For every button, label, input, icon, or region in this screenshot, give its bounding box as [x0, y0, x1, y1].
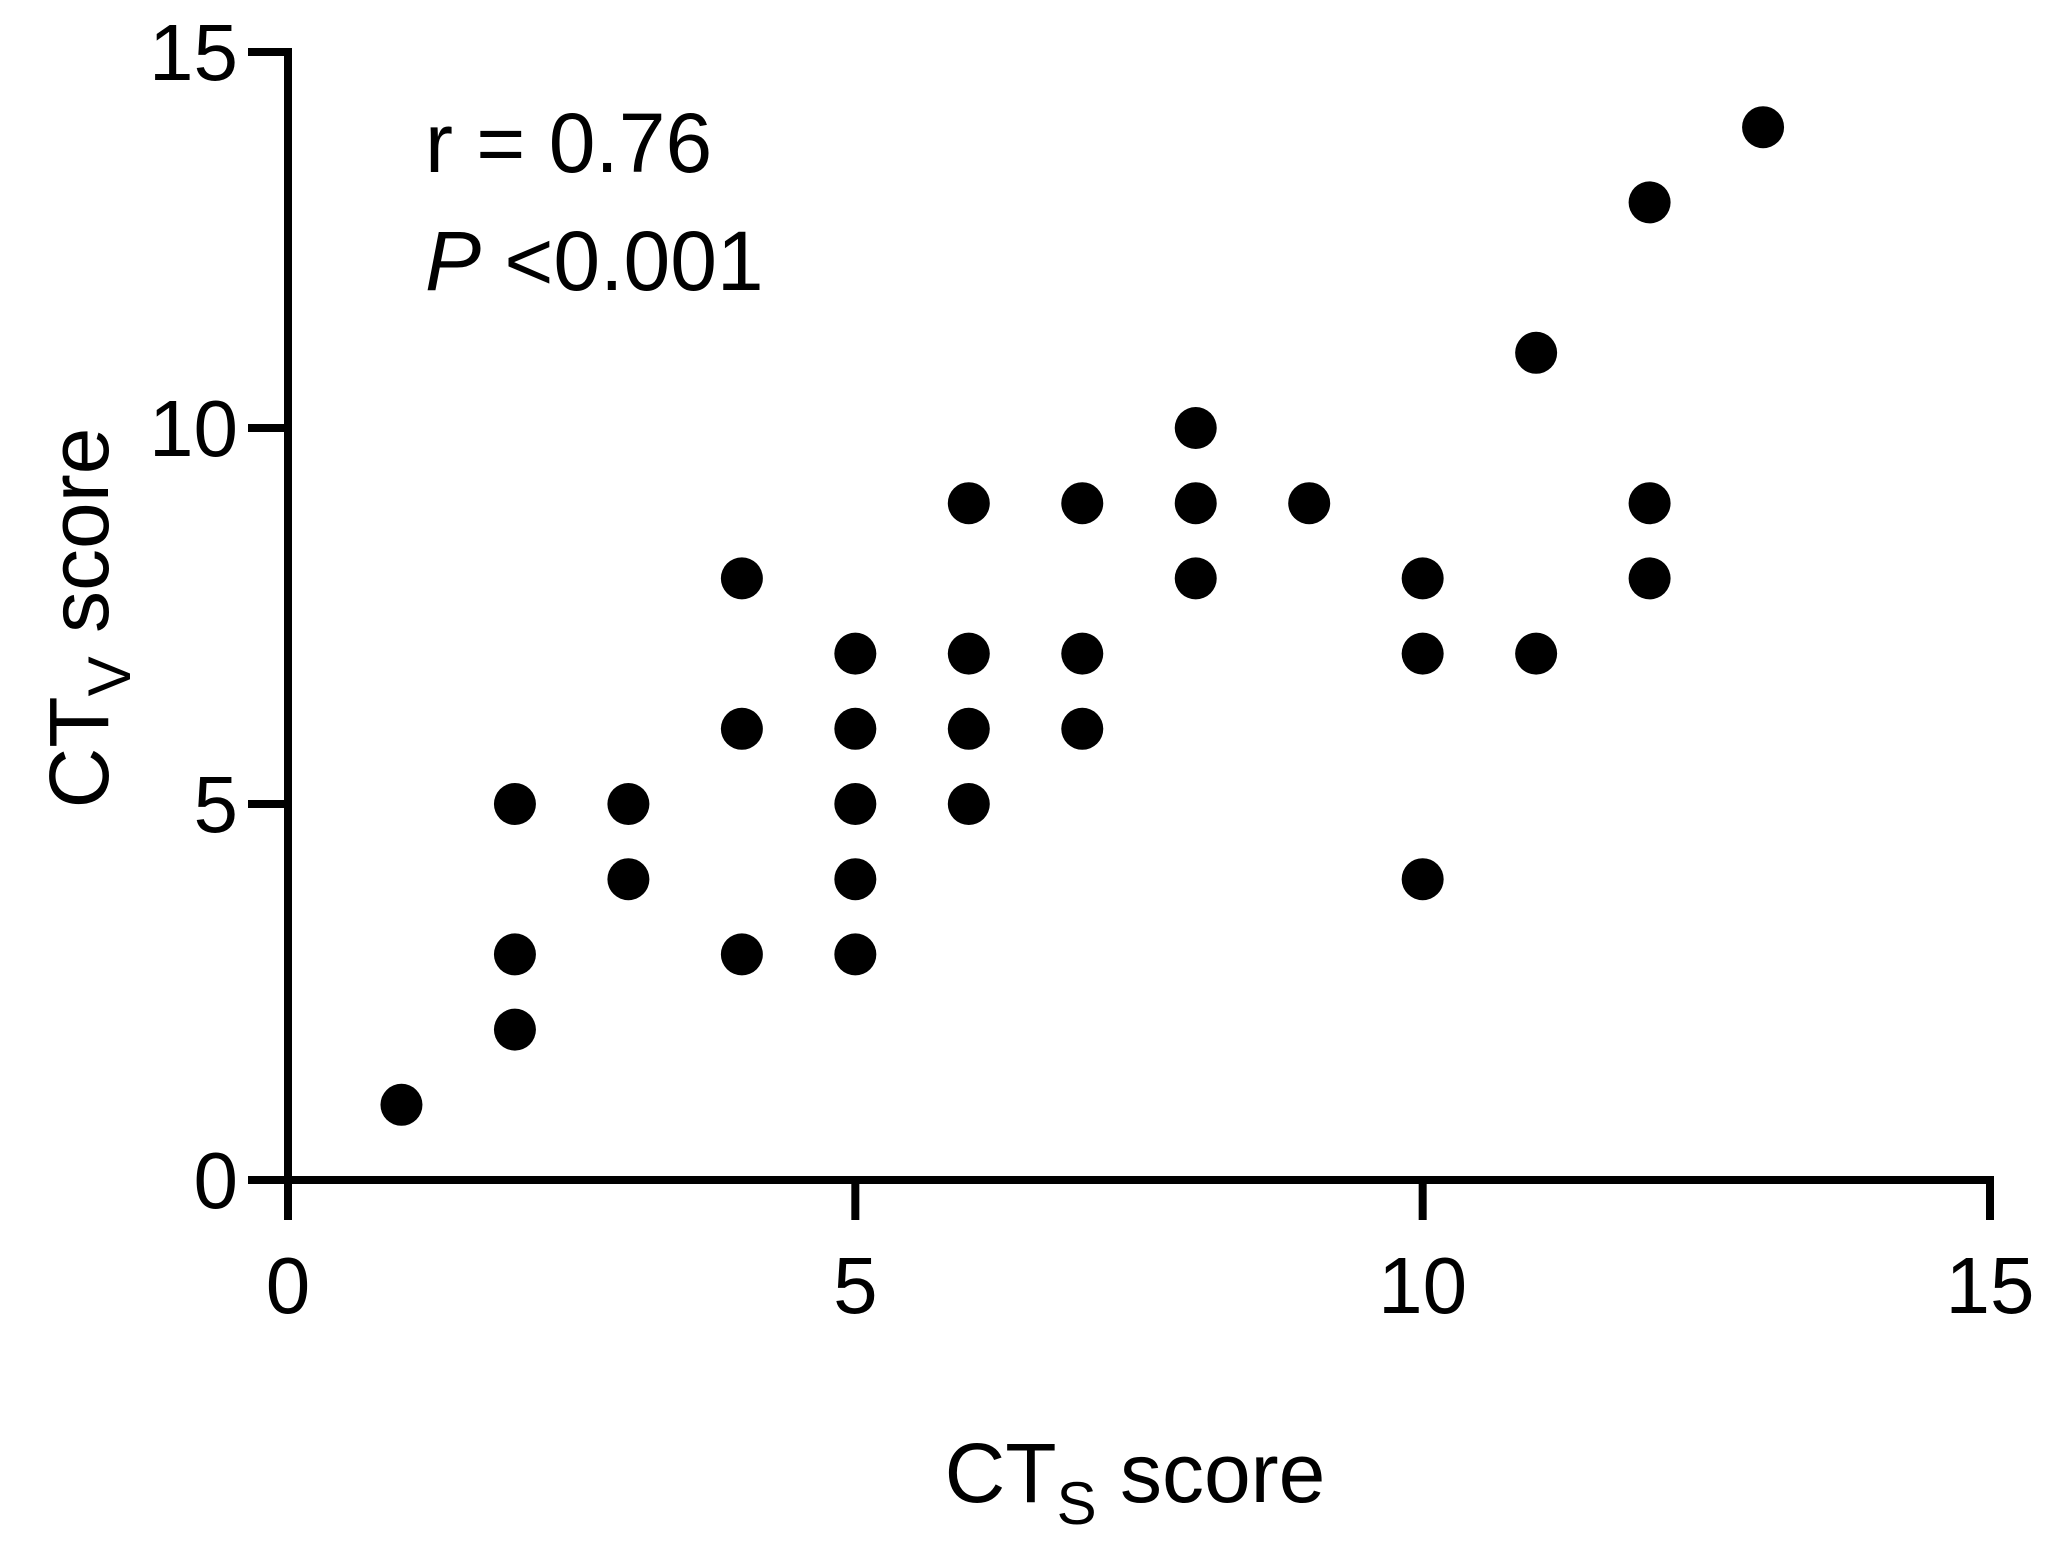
data-point — [947, 482, 990, 525]
data-point — [380, 1083, 423, 1126]
data-point — [607, 783, 650, 825]
y-axis-title-suffix: score — [32, 428, 126, 657]
data-point — [493, 783, 536, 825]
x-axis-title-suffix: score — [1097, 1426, 1326, 1520]
x-tick-label: 5 — [833, 1241, 878, 1330]
data-points — [380, 106, 1785, 1126]
data-point — [1174, 482, 1217, 525]
data-point — [1401, 557, 1444, 600]
data-point — [1515, 331, 1558, 374]
data-point — [834, 933, 877, 976]
x-tick-label: 10 — [1378, 1241, 1467, 1330]
p-value-text: <0.001 — [481, 214, 764, 308]
data-point — [1401, 858, 1444, 901]
data-point — [1401, 632, 1444, 675]
y-tick-label: 15 — [149, 8, 238, 97]
data-point — [947, 783, 990, 825]
y-axis-title-main: CT — [32, 696, 126, 808]
data-point — [493, 933, 536, 976]
data-point — [1061, 632, 1104, 675]
data-point — [947, 707, 990, 750]
data-point — [947, 632, 990, 675]
data-point — [1628, 482, 1671, 525]
ticks: 0 5 10 15 0 5 10 15 — [149, 8, 2034, 1330]
y-tick-label: 5 — [194, 760, 239, 849]
axes — [284, 48, 1994, 1184]
y-tick-label: 0 — [194, 1136, 239, 1225]
data-point — [834, 858, 877, 901]
data-point — [607, 858, 650, 901]
y-axis-title: CTV score — [32, 428, 143, 809]
x-axis-title-main: CT — [945, 1426, 1057, 1520]
data-point — [1628, 557, 1671, 600]
p-symbol: P — [425, 214, 481, 308]
x-axis-title-subscript: S — [1057, 1470, 1097, 1537]
data-point — [834, 632, 877, 675]
y-axis-title-subscript: V — [76, 656, 143, 696]
data-point — [834, 783, 877, 825]
data-point — [834, 707, 877, 750]
data-point — [1288, 482, 1331, 525]
correlation-annotation: r = 0.76 — [425, 96, 712, 190]
p-value-annotation: P <0.001 — [425, 214, 764, 308]
data-point — [1742, 106, 1785, 149]
data-point — [1061, 482, 1104, 525]
data-point — [1515, 632, 1558, 675]
x-tick-label: 15 — [1946, 1241, 2035, 1330]
x-axis-title: CTS score — [945, 1426, 1326, 1537]
data-point — [1174, 557, 1217, 600]
data-point — [720, 707, 763, 750]
data-point — [1174, 407, 1217, 449]
data-point — [493, 1008, 536, 1051]
y-tick-label: 10 — [149, 384, 238, 473]
data-point — [720, 557, 763, 600]
data-point — [720, 933, 763, 976]
x-tick-label: 0 — [266, 1241, 311, 1330]
data-point — [1628, 181, 1671, 224]
data-point — [1061, 707, 1104, 750]
